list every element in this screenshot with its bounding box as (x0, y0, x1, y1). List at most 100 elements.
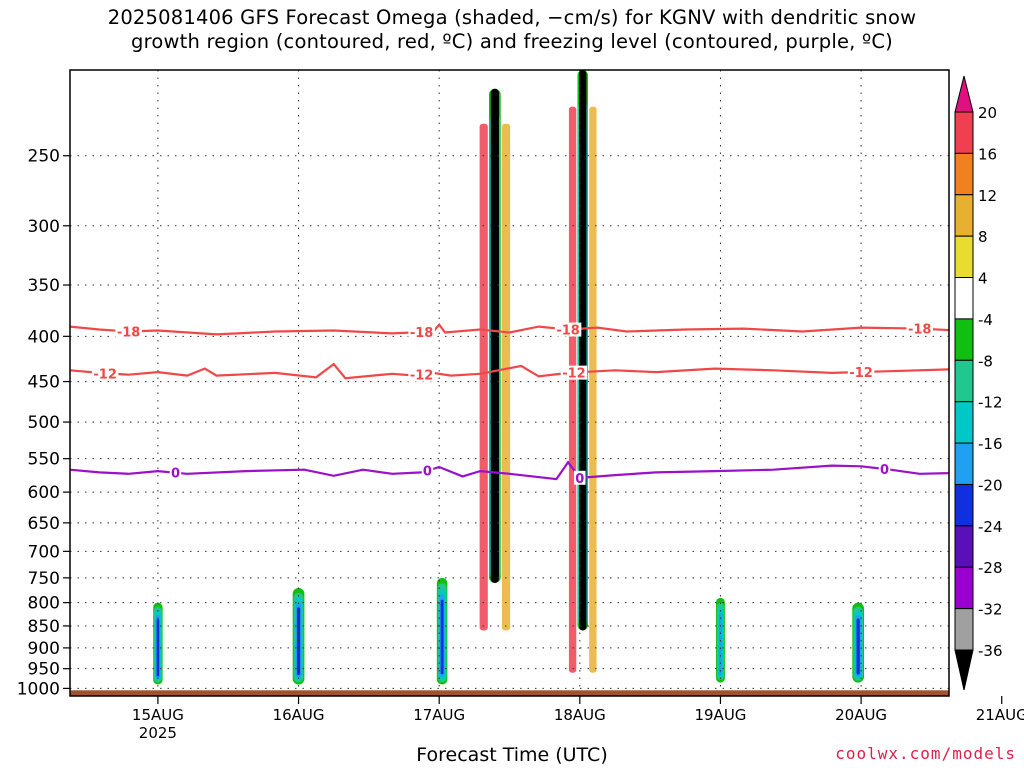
y-tick-label: 950 (28, 660, 60, 680)
contour-path (70, 322, 949, 336)
colorbar-box (954, 442, 974, 485)
y-tick-label: 650 (28, 514, 60, 534)
contour-label-bg (878, 462, 891, 477)
omega-feature (852, 602, 865, 683)
contour-label-bg (574, 470, 586, 485)
contour-label-bg (169, 465, 182, 480)
colorbar-label: -16 (978, 435, 1003, 453)
credit-text: coolwx.com/models (835, 744, 1016, 763)
colorbar-label: -32 (978, 601, 1003, 619)
title-line-2: growth region (contoured, red, ºC) and f… (131, 30, 893, 53)
contour-label: -18 (410, 326, 434, 341)
contour-label-bg (421, 463, 434, 478)
colorbar-label: -8 (978, 352, 993, 370)
y-tick-label: 700 (28, 542, 60, 562)
colorbar-label: 20 (978, 104, 997, 122)
x-tick-label: 19AUG (694, 706, 746, 724)
colorbar-label: -24 (978, 518, 1003, 536)
omega-feature (436, 577, 448, 685)
contour-label: -12 (93, 367, 117, 382)
omega-core (490, 88, 499, 583)
y-tick-label: 400 (28, 327, 60, 347)
contour-label: 0 (575, 472, 584, 487)
surface-band (70, 690, 949, 696)
contour-label: -12 (410, 369, 434, 384)
grid (70, 70, 949, 696)
contour-label-bg (115, 324, 142, 339)
omega-band (440, 599, 444, 675)
colorbar-box (954, 483, 974, 527)
contour-label: -12 (849, 366, 873, 381)
x-tick-label: 17AUG (413, 706, 465, 724)
x-tick-label: 20AUG (835, 706, 887, 724)
y-tick-label: 850 (28, 617, 60, 637)
contour-label-bg (91, 366, 119, 381)
contour-label: -12 (562, 367, 586, 382)
colorbar-label: -36 (978, 642, 1003, 660)
plot-frame (69, 69, 950, 697)
chart-title: 2025081406 GFS Forecast Omega (shaded, −… (0, 6, 1024, 54)
surface-ground (70, 690, 949, 696)
colorbar-box (954, 401, 974, 444)
omega-feature (568, 70, 597, 673)
contour-label: -18 (117, 325, 141, 340)
contour-label: -18 (908, 323, 932, 338)
contour-line: -18 -18 -18 -18 (70, 321, 949, 341)
contour-label-bg (408, 367, 435, 382)
omega-feature (479, 88, 511, 631)
omega-subsidence-band (501, 123, 511, 631)
title-line-1: 2025081406 GFS Forecast Omega (shaded, −… (107, 6, 917, 29)
colorbar-box (954, 359, 974, 403)
contours: -18 -18 -18 -18 -12 -12 -12 -12 0 0 0 0 (70, 321, 949, 487)
colorbar-box (954, 235, 974, 279)
omega-feature (153, 602, 163, 685)
colorbar-label: -28 (978, 559, 1003, 577)
contour-label-bg (847, 365, 875, 380)
colorbar: 20 16 12 8 4 -4 -8 -12 -16 -20 -24 -28 -32 -36 (954, 75, 1003, 691)
omega-subsidence-band (568, 106, 577, 673)
omega-band (1003, 627, 1006, 677)
omega-subsidence-band (479, 123, 488, 631)
y-tick-label: 900 (28, 639, 60, 659)
y-tick-label: 450 (28, 373, 60, 393)
contour-path (70, 362, 949, 380)
contour-label: -18 (556, 324, 580, 339)
colorbar-label: -20 (978, 476, 1003, 494)
colorbar-label: 16 (978, 145, 997, 163)
colorbar-box (954, 152, 974, 196)
omega-subsidence-band (589, 106, 597, 673)
y-tick-label: 800 (28, 594, 60, 614)
x-tick-label: 18AUG (554, 706, 606, 724)
contour-label-bg (560, 365, 588, 380)
x-tick-label: 15AUG (132, 706, 184, 724)
omega-band (856, 618, 860, 675)
colorbar-bottom-arrow (954, 649, 974, 691)
y-tick-label: 600 (28, 483, 60, 503)
colorbar-label: 8 (978, 228, 988, 246)
contour-label-bg (408, 325, 435, 340)
contour-label: 0 (423, 465, 432, 480)
colorbar-top-arrow (954, 75, 974, 113)
y-tick-label: 250 (28, 147, 60, 167)
colorbar-label: -4 (978, 311, 993, 329)
omega-band (718, 613, 722, 675)
contour-line: -12 -12 -12 -12 (70, 362, 949, 384)
x-axis-label: Forecast Time (UTC) (416, 744, 608, 766)
contour-label: 0 (880, 463, 889, 478)
contour-line: 0 0 0 0 (70, 460, 949, 487)
contour-label-bg (906, 321, 933, 336)
colorbar-box (954, 525, 974, 568)
colorbar-box (954, 608, 974, 651)
y-tick-label: 500 (28, 413, 60, 433)
colorbar-box (954, 277, 974, 320)
omega-core (579, 70, 587, 631)
colorbar-box (954, 111, 974, 154)
y-tick-label: 350 (28, 276, 60, 296)
y-tick-label: 750 (28, 569, 60, 589)
omega-band (1002, 622, 1007, 680)
colorbar-label: 12 (978, 187, 997, 205)
contour-label: 0 (171, 467, 180, 482)
contour-label-bg (554, 322, 582, 337)
y-tick-label: 550 (28, 450, 60, 470)
